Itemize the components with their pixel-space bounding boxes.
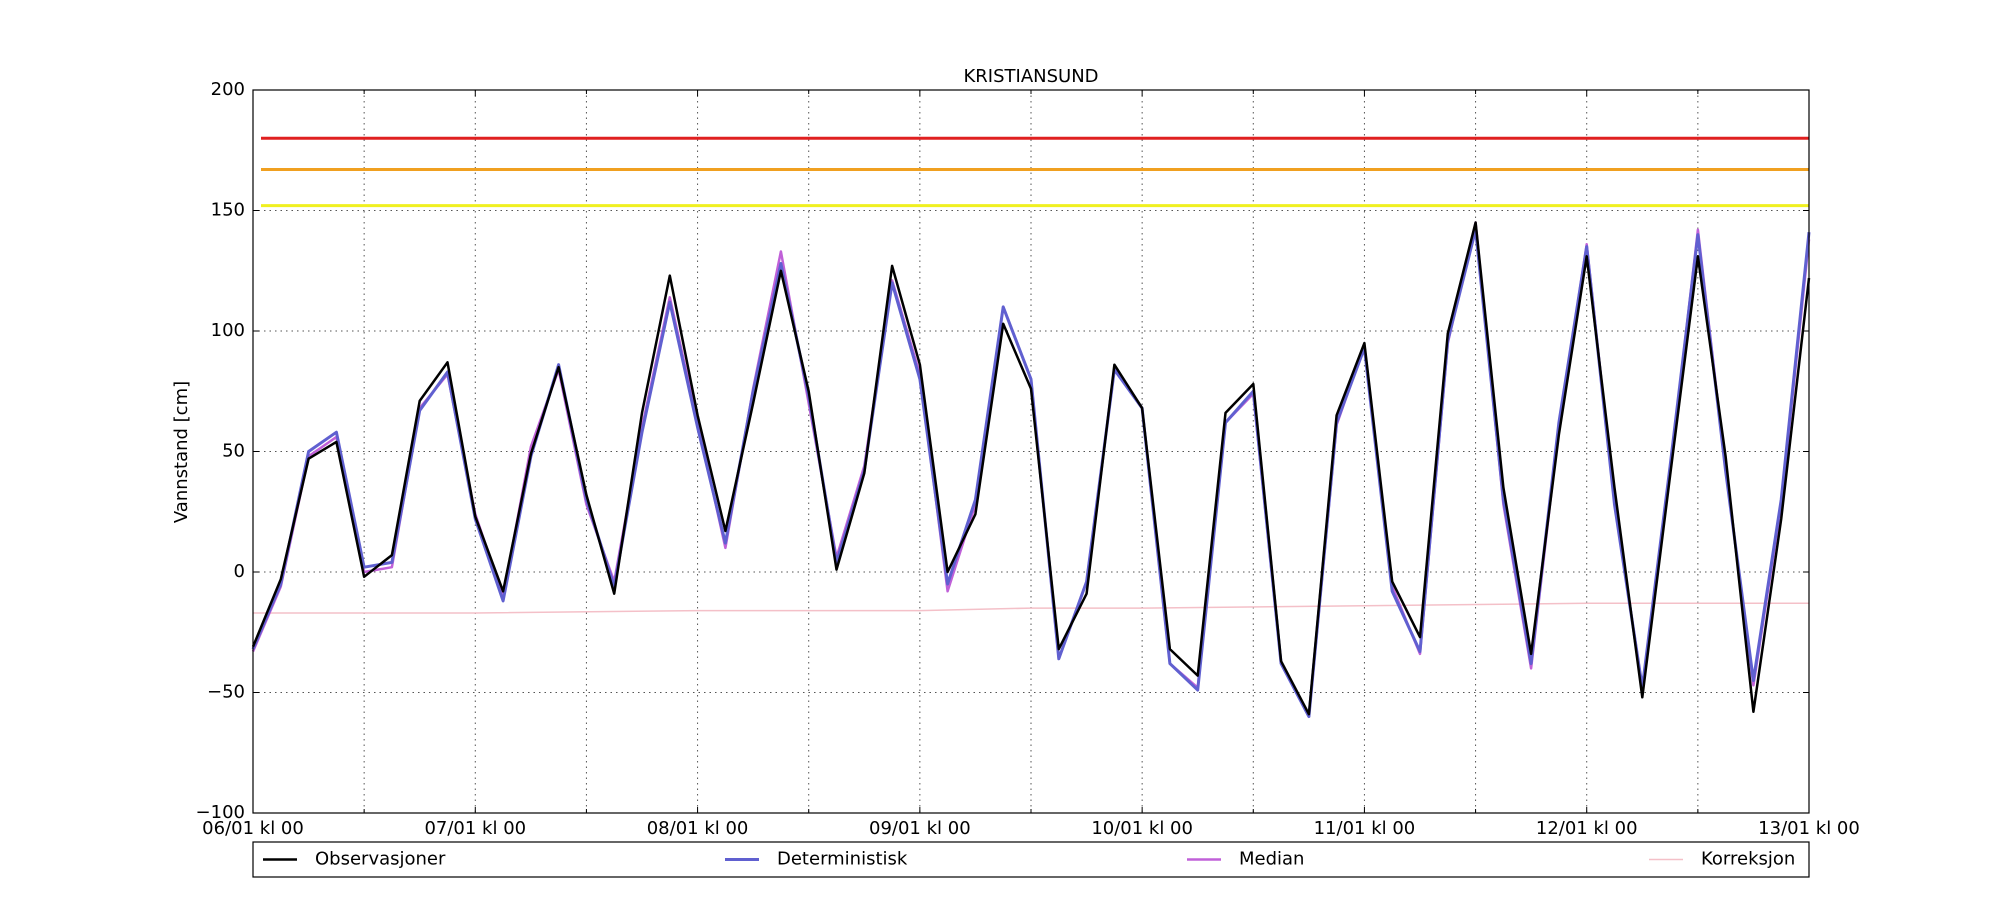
y-tick-label: 200 [211, 79, 245, 100]
x-tick-label: 13/01 kl 00 [1758, 818, 1860, 839]
legend-box [252, 841, 1810, 878]
y-tick-label: −50 [207, 682, 245, 703]
legend-label: Median [1239, 849, 1304, 870]
chart-title: KRISTIANSUND [963, 66, 1098, 87]
x-tick-label: 11/01 kl 00 [1314, 818, 1416, 839]
y-tick-label: 100 [211, 320, 245, 341]
y-tick-label: 50 [222, 441, 245, 462]
series-line [253, 602, 1809, 614]
y-tick-label: −100 [196, 802, 245, 823]
x-tick-label: 08/01 kl 00 [647, 818, 749, 839]
x-tick-label: 12/01 kl 00 [1536, 818, 1638, 839]
x-tick-label: 06/01 kl 00 [202, 818, 304, 839]
series-line [251, 228, 1811, 719]
x-tick-label: 10/01 kl 00 [1091, 818, 1193, 839]
x-tick-label: 07/01 kl 00 [424, 818, 526, 839]
plot-frame [252, 89, 1810, 814]
legend-label: Observasjoner [315, 849, 446, 870]
y-tick-label: 0 [234, 561, 245, 582]
y-tick-label: 150 [211, 200, 245, 221]
x-tick-label: 09/01 kl 00 [869, 818, 971, 839]
legend-label: Deterministisk [777, 849, 908, 870]
y-axis-label: Vannstand [cm] [171, 381, 192, 523]
legend-label: Korreksjon [1701, 849, 1795, 870]
series-line [251, 221, 1811, 716]
